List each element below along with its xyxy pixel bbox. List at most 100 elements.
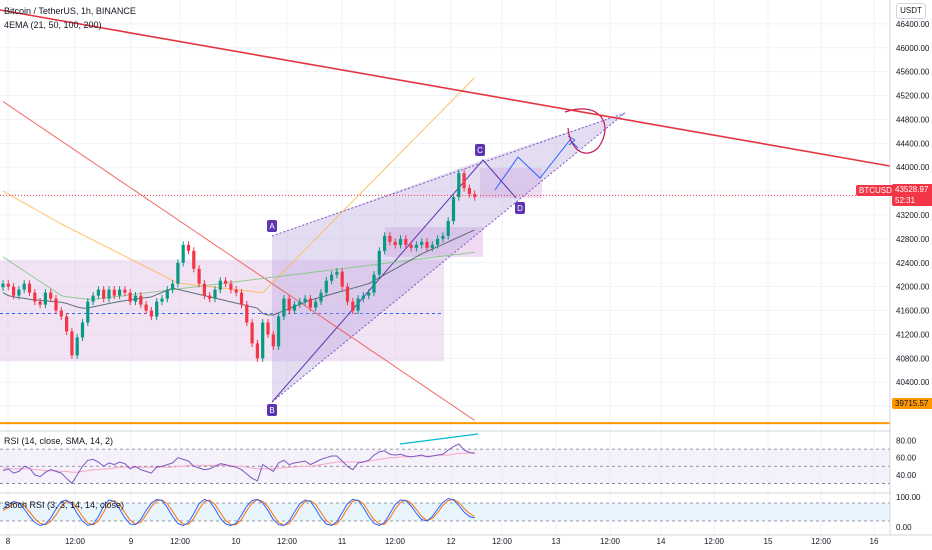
candle-body [181, 244, 185, 263]
ema-200-line [2, 101, 475, 421]
candle-body [255, 343, 259, 359]
rsi-line [2, 443, 475, 485]
candle-body [234, 289, 238, 293]
candle-body [192, 250, 196, 269]
y-tick-label: 44800.00 [896, 115, 930, 124]
candle-body [420, 241, 424, 245]
candle-body [139, 295, 143, 305]
candle-body [287, 298, 291, 311]
y-tick-label: 43200.00 [896, 211, 930, 220]
candle-body [224, 280, 228, 284]
candle-body [372, 274, 376, 293]
x-tick-label: 15 [764, 537, 773, 546]
candle-body [345, 286, 350, 302]
x-tick-label: 8 [6, 537, 11, 546]
y-tick-label: 44000.00 [896, 163, 930, 172]
candle-body [250, 322, 254, 344]
x-tick-label: 12:00 [600, 537, 621, 546]
candle-body [404, 238, 408, 245]
levels [0, 9, 891, 425]
countdown-tag: 52:31 [892, 195, 932, 206]
grid [0, 0, 890, 535]
currency-button[interactable]: USDT [896, 3, 926, 19]
candle-body [457, 173, 461, 198]
x-tick-label: 10 [232, 537, 241, 546]
candle-body [430, 244, 434, 248]
x-tick-label: 12:00 [170, 537, 191, 546]
stoch-d-line [2, 498, 475, 526]
x-tick-label: 12 [447, 537, 456, 546]
support-price-tag: 39715.57 [892, 398, 932, 409]
candle-body [319, 292, 323, 302]
candle-body [33, 292, 37, 302]
candle-body [80, 322, 85, 338]
candle-body [377, 250, 381, 275]
candle-body [383, 235, 387, 251]
y-tick-label: 42800.00 [896, 235, 930, 244]
x-tick-label: 16 [870, 537, 879, 546]
candle-body [398, 238, 403, 245]
candle-body [330, 274, 334, 281]
candle-body [155, 301, 159, 317]
ema-legend: 4EMA (21, 50, 100, 200) [4, 20, 102, 30]
chart-title: Bitcoin / TetherUS, 1h, BINANCE [4, 6, 136, 16]
pattern-point-d-marker [515, 202, 525, 214]
pattern-lower-edge [271, 112, 626, 403]
x-tick-label: 11 [338, 537, 347, 546]
candle-body [308, 298, 312, 308]
pattern-point-c-label: C [477, 146, 483, 155]
candle-body [446, 220, 450, 236]
candle-body [149, 310, 153, 317]
rsi-legend: RSI (14, close, SMA, 14, 2) [4, 436, 114, 446]
candle-body [324, 280, 328, 293]
candle-body [17, 289, 21, 296]
candle-body [298, 301, 302, 305]
stoch-k-line [2, 497, 475, 527]
stoch-tick-label: 100.00 [896, 493, 921, 502]
candle-body [218, 280, 222, 290]
ema-50-line [2, 251, 475, 300]
x-tick-label: 12:00 [704, 537, 725, 546]
candle-body [409, 244, 413, 248]
candle-body [123, 289, 127, 293]
y-tick-label: 40800.00 [896, 354, 930, 363]
rsi-sma-line [3, 452, 475, 473]
consolidation-box [0, 259, 444, 362]
candle-body [22, 283, 26, 290]
stoch-band-fill [0, 503, 890, 521]
candle-body [314, 301, 318, 308]
projection-path [494, 139, 579, 191]
y-tick-label: 45600.00 [896, 68, 930, 77]
candle-body [425, 241, 429, 248]
y-tick-label: 46400.00 [896, 20, 930, 29]
rsi-pane [0, 433, 890, 485]
ema-21-line [2, 229, 475, 316]
x-tick-label: 12:00 [492, 537, 513, 546]
symbol-tag: BTCUSDT [856, 185, 900, 196]
candle-body [239, 292, 244, 305]
candle-body [43, 292, 47, 305]
candle-body [436, 238, 440, 245]
x-tick-label: 12:00 [811, 537, 832, 546]
candle-body [128, 292, 132, 302]
stoch-rsi-legend: Stoch RSI (3, 3, 14, 14, close) [4, 500, 125, 510]
rsi-tick-label: 80.00 [896, 437, 917, 446]
y-tick-label: 46000.00 [896, 44, 930, 53]
candle-body [261, 322, 265, 359]
candle-body [414, 244, 418, 248]
rsi-tick-label: 40.00 [896, 471, 917, 480]
y-tick-label: 45200.00 [896, 92, 930, 101]
candle-body [282, 298, 286, 317]
candle-body [292, 304, 297, 311]
candle-body [176, 262, 180, 284]
candle-body [27, 283, 32, 293]
candle-body [202, 283, 206, 296]
pattern-point-c-marker [475, 144, 485, 156]
ema-lines [2, 77, 476, 421]
candle-body [303, 298, 307, 302]
rsi-divergence-line [399, 433, 479, 445]
candle-body [197, 268, 201, 284]
candle-body [112, 289, 116, 296]
candle-body [388, 235, 392, 242]
